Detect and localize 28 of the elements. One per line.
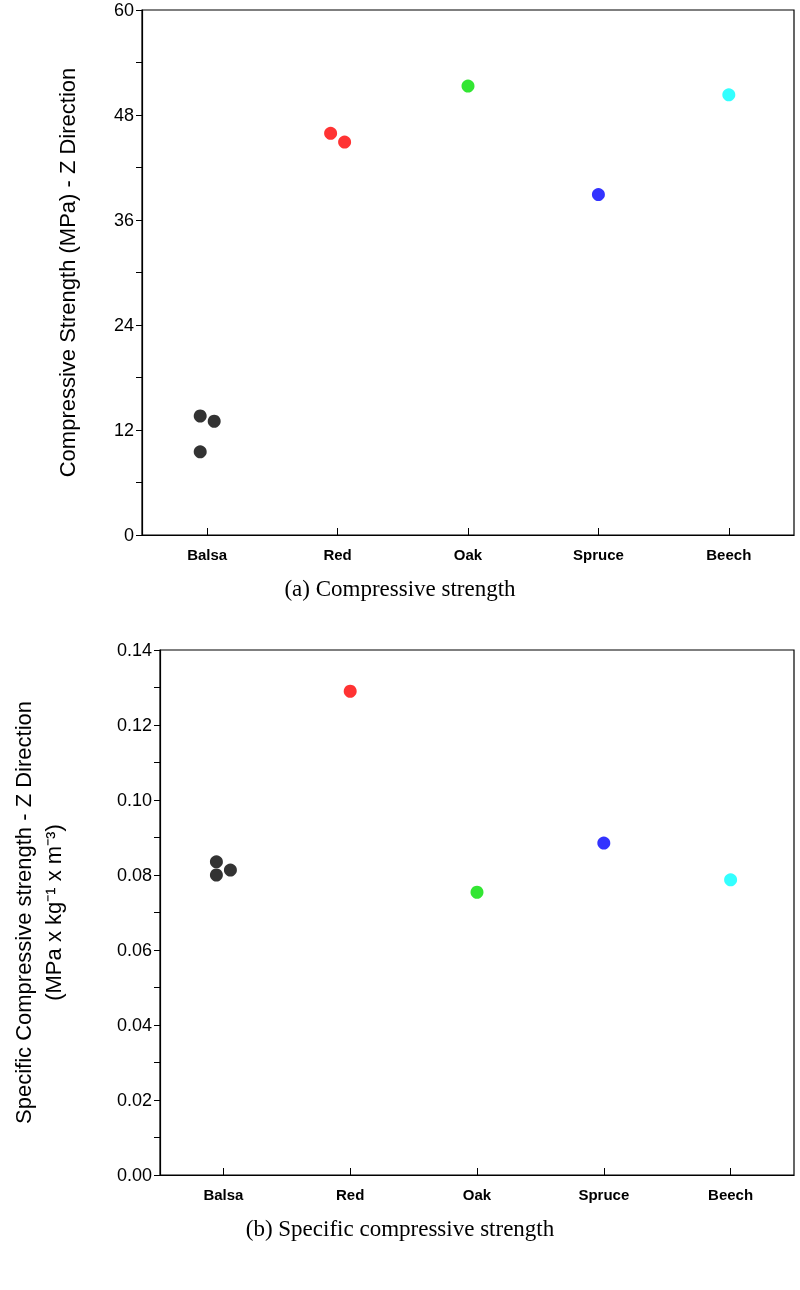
y-tick-label: 0.04 xyxy=(116,1015,152,1035)
y-tick-label: 0.00 xyxy=(116,1165,152,1185)
y-tick-label: 0.10 xyxy=(116,790,152,810)
x-tick-label: Red xyxy=(336,1186,365,1203)
y-tick-label: 0.08 xyxy=(116,865,152,885)
y-tick-label: 0.14 xyxy=(116,640,152,660)
x-tick-label: Spruce xyxy=(572,546,624,563)
x-tick-label: Beech xyxy=(706,546,752,563)
y-tick-label: 0.06 xyxy=(116,940,152,960)
y-axis-title: Compressive Strength (MPa) - Z Direction xyxy=(54,67,80,478)
y-tick-label: 24 xyxy=(113,315,134,335)
y-tick-label: 60 xyxy=(113,0,134,20)
text: (a) Compressive strength xyxy=(284,576,517,601)
x-tick-label: Oak xyxy=(462,1186,492,1203)
y-tick-label: 0.02 xyxy=(116,1090,152,1110)
x-tick-label: Oak xyxy=(453,546,483,563)
y-tick-label: 36 xyxy=(113,210,134,230)
y-tick-label: 0.12 xyxy=(116,715,152,735)
x-tick-label: Red xyxy=(323,546,352,563)
text: (b) Specific compressive strength xyxy=(245,1216,555,1241)
y-tick-label: 12 xyxy=(113,420,134,440)
y-axis-title: Specific Compressive strength - Z Direction (MPa x kg⁻¹ x m⁻³) xyxy=(10,700,66,1125)
x-tick-label: Spruce xyxy=(578,1186,630,1203)
y-tick-label: 0 xyxy=(123,525,134,545)
x-tick-label: Balsa xyxy=(203,1186,245,1203)
x-tick-label: Balsa xyxy=(187,546,228,563)
x-tick-label: Beech xyxy=(708,1186,754,1203)
y-tick-label: 48 xyxy=(113,105,134,125)
